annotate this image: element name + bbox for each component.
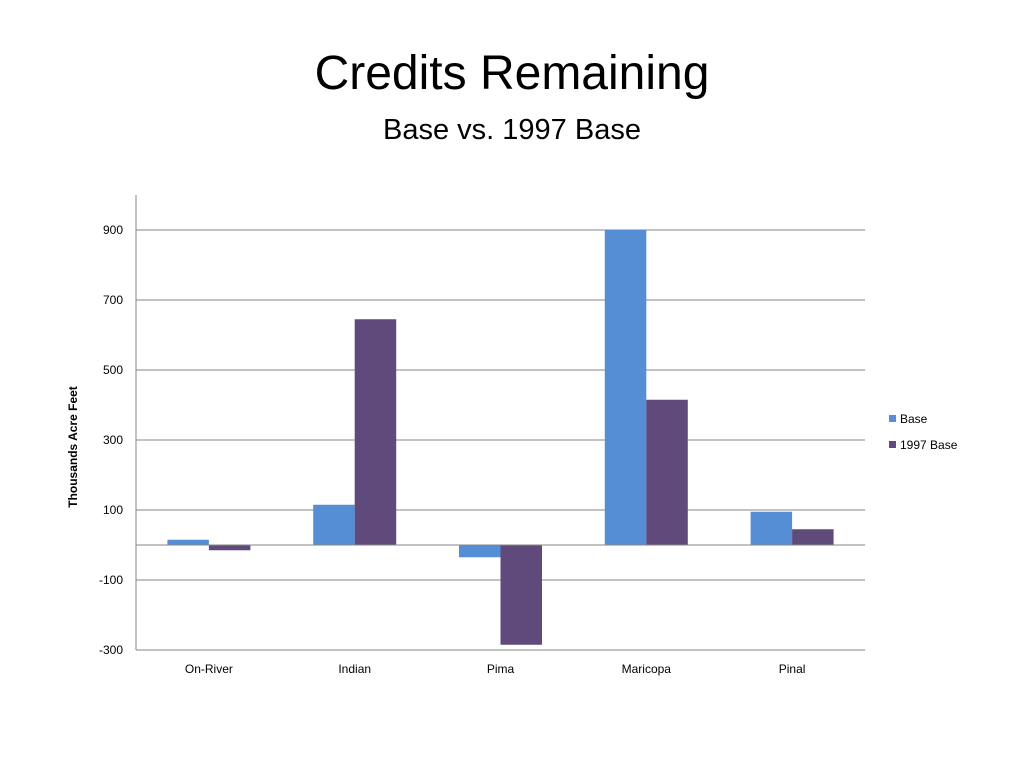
bar-1997-base-maricopa [646, 399, 688, 545]
x-tick-label: Maricopa [622, 662, 672, 676]
y-tick-label: 300 [103, 433, 123, 447]
legend-swatch [889, 415, 896, 422]
bar-base-pima [459, 545, 501, 558]
bars [167, 230, 834, 645]
legend-label: 1997 Base [900, 438, 958, 452]
y-tick-label: -100 [99, 573, 123, 587]
bar-base-maricopa [604, 230, 647, 545]
x-tick-label: Pima [487, 662, 515, 676]
y-axis-label: Thousands Acre Feet [66, 386, 80, 508]
bar-1997-base-indian [354, 319, 397, 545]
x-tick-label: Pinal [779, 662, 806, 676]
legend-label: Base [900, 412, 928, 426]
y-tick-label: 900 [103, 223, 123, 237]
y-tick-labels: 900 700 500 300 100 -100 -300 [99, 223, 123, 657]
legend: Base 1997 Base [889, 412, 958, 452]
bar-base-indian [313, 504, 355, 545]
y-tick-label: 700 [103, 293, 123, 307]
bar-base-on-river [167, 539, 209, 545]
x-tick-label: On-River [185, 662, 233, 676]
chart-title: Credits Remaining [314, 47, 710, 100]
x-tick-labels: On-River Indian Pima Maricopa Pinal [185, 662, 806, 676]
y-tick-label: 100 [103, 503, 123, 517]
legend-swatch [889, 441, 896, 448]
bar-1997-base-on-river [208, 545, 251, 551]
y-tick-label: -300 [99, 643, 123, 657]
gridlines [136, 229, 865, 651]
y-tick-label: 500 [103, 363, 123, 377]
x-tick-label: Indian [338, 662, 371, 676]
bar-1997-base-pinal [792, 529, 834, 545]
bar-1997-base-pima [500, 545, 542, 645]
bar-base-pinal [750, 511, 793, 545]
chart-subtitle: Base vs. 1997 Base [383, 114, 641, 146]
